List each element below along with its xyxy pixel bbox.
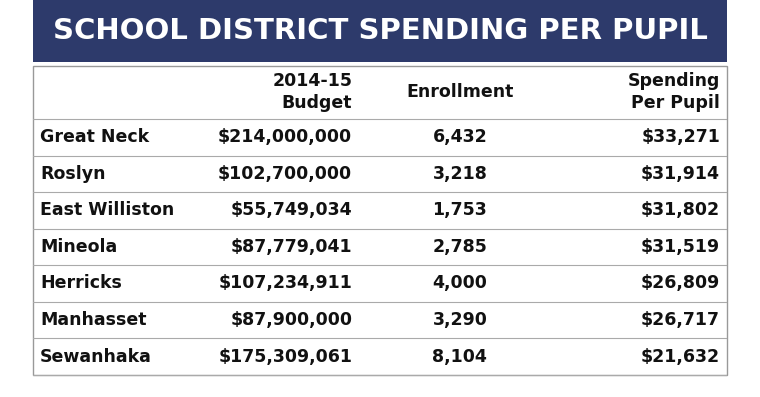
Text: 6,432: 6,432 (432, 128, 487, 146)
FancyBboxPatch shape (33, 0, 727, 62)
Text: $31,802: $31,802 (641, 201, 720, 220)
Text: 8,104: 8,104 (432, 347, 487, 366)
Text: Roslyn: Roslyn (40, 165, 106, 183)
Text: $31,914: $31,914 (641, 165, 720, 183)
Text: Herricks: Herricks (40, 274, 122, 293)
Text: $87,779,041: $87,779,041 (230, 238, 352, 256)
Text: $55,749,034: $55,749,034 (230, 201, 352, 220)
Text: 2,785: 2,785 (432, 238, 487, 256)
Text: $26,717: $26,717 (641, 311, 720, 329)
Text: 2014-15
Budget: 2014-15 Budget (272, 72, 352, 112)
Text: $33,271: $33,271 (641, 128, 720, 146)
Text: $102,700,000: $102,700,000 (218, 165, 352, 183)
Text: $214,000,000: $214,000,000 (218, 128, 352, 146)
Text: 3,218: 3,218 (432, 165, 487, 183)
Text: SCHOOL DISTRICT SPENDING PER PUPIL: SCHOOL DISTRICT SPENDING PER PUPIL (52, 17, 708, 45)
Text: 1,753: 1,753 (432, 201, 487, 220)
Text: Manhasset: Manhasset (40, 311, 147, 329)
Text: $21,632: $21,632 (641, 347, 720, 366)
Text: $107,234,911: $107,234,911 (218, 274, 352, 293)
Text: $175,309,061: $175,309,061 (218, 347, 352, 366)
Text: 3,290: 3,290 (432, 311, 487, 329)
Text: Enrollment: Enrollment (406, 83, 514, 101)
Text: Mineola: Mineola (40, 238, 117, 256)
Text: $26,809: $26,809 (641, 274, 720, 293)
Text: $87,900,000: $87,900,000 (230, 311, 352, 329)
Text: Spending
Per Pupil: Spending Per Pupil (628, 72, 720, 112)
Text: Great Neck: Great Neck (40, 128, 149, 146)
Text: Sewanhaka: Sewanhaka (40, 347, 152, 366)
Text: 4,000: 4,000 (432, 274, 487, 293)
Text: East Williston: East Williston (40, 201, 174, 220)
Text: $31,519: $31,519 (641, 238, 720, 256)
